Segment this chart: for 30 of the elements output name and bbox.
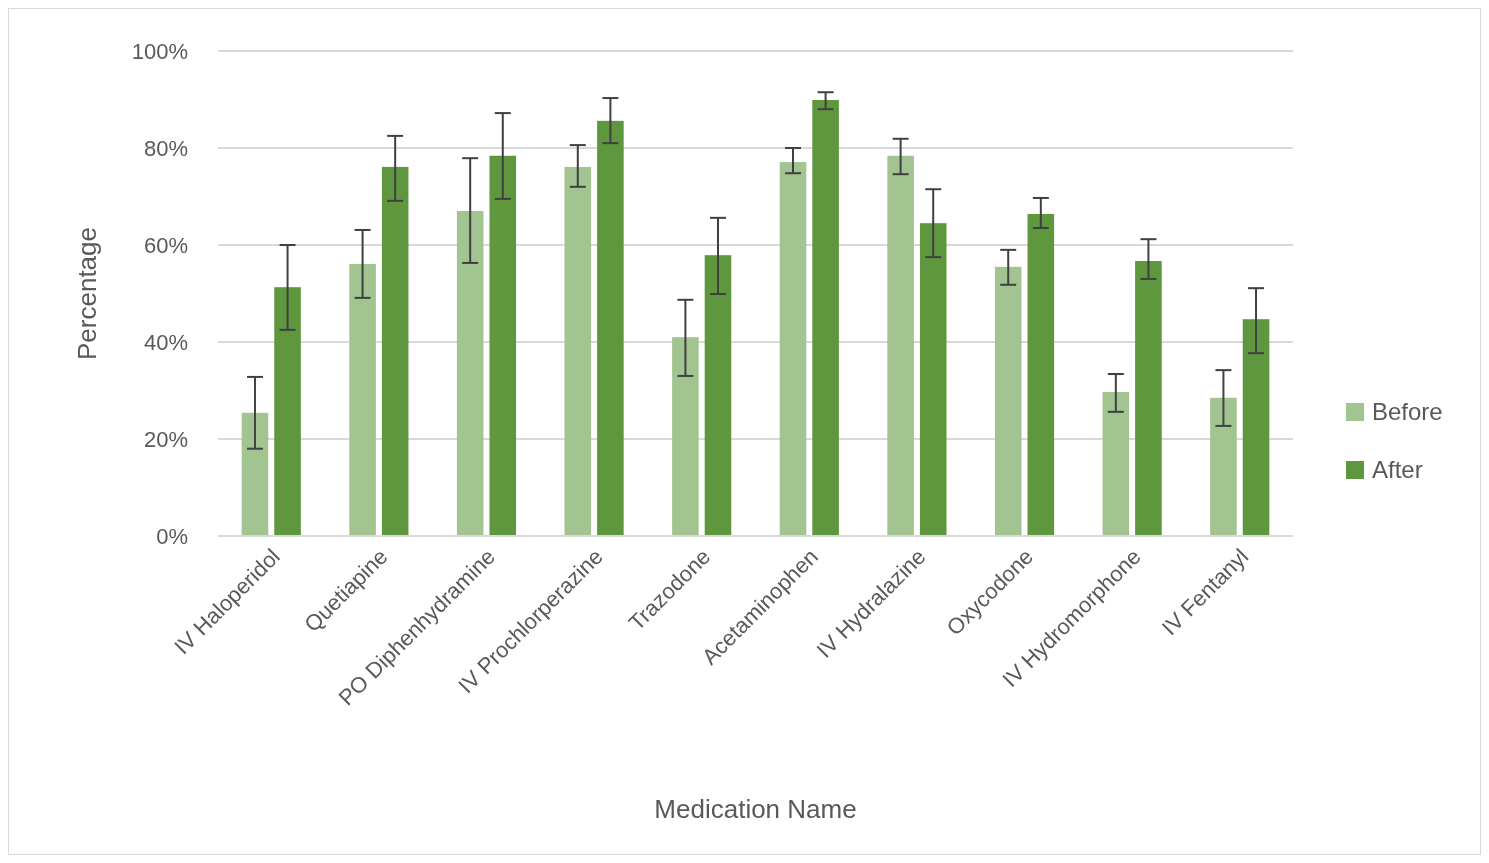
bar bbox=[1135, 261, 1162, 536]
bar bbox=[1210, 397, 1237, 536]
bar bbox=[704, 255, 732, 536]
bar bbox=[489, 155, 517, 536]
x-axis-title: Medication Name bbox=[654, 794, 857, 824]
y-tick-label: 20% bbox=[143, 426, 188, 452]
bar bbox=[812, 99, 839, 536]
y-tick-label: 100% bbox=[131, 38, 188, 64]
y-tick-label: 0% bbox=[156, 523, 188, 549]
y-tick-label: 40% bbox=[143, 329, 188, 355]
y-axis-title: Percentage bbox=[72, 227, 102, 360]
y-tick-label: 60% bbox=[143, 232, 188, 258]
bar bbox=[994, 266, 1022, 536]
bar bbox=[597, 120, 624, 536]
bar bbox=[349, 263, 376, 536]
y-tick-label: 80% bbox=[143, 135, 188, 161]
bar bbox=[564, 166, 592, 536]
bar bbox=[274, 287, 301, 536]
legend-label: Before bbox=[1372, 398, 1443, 426]
bar bbox=[672, 337, 699, 536]
bar bbox=[241, 412, 269, 536]
bar bbox=[456, 211, 484, 536]
bar bbox=[919, 223, 947, 536]
bar bbox=[887, 155, 914, 536]
bar bbox=[1242, 319, 1270, 536]
bar bbox=[779, 162, 807, 536]
bar bbox=[381, 166, 409, 536]
bar bbox=[1027, 213, 1055, 536]
bar bbox=[1102, 391, 1130, 536]
legend-label: After bbox=[1372, 456, 1423, 484]
